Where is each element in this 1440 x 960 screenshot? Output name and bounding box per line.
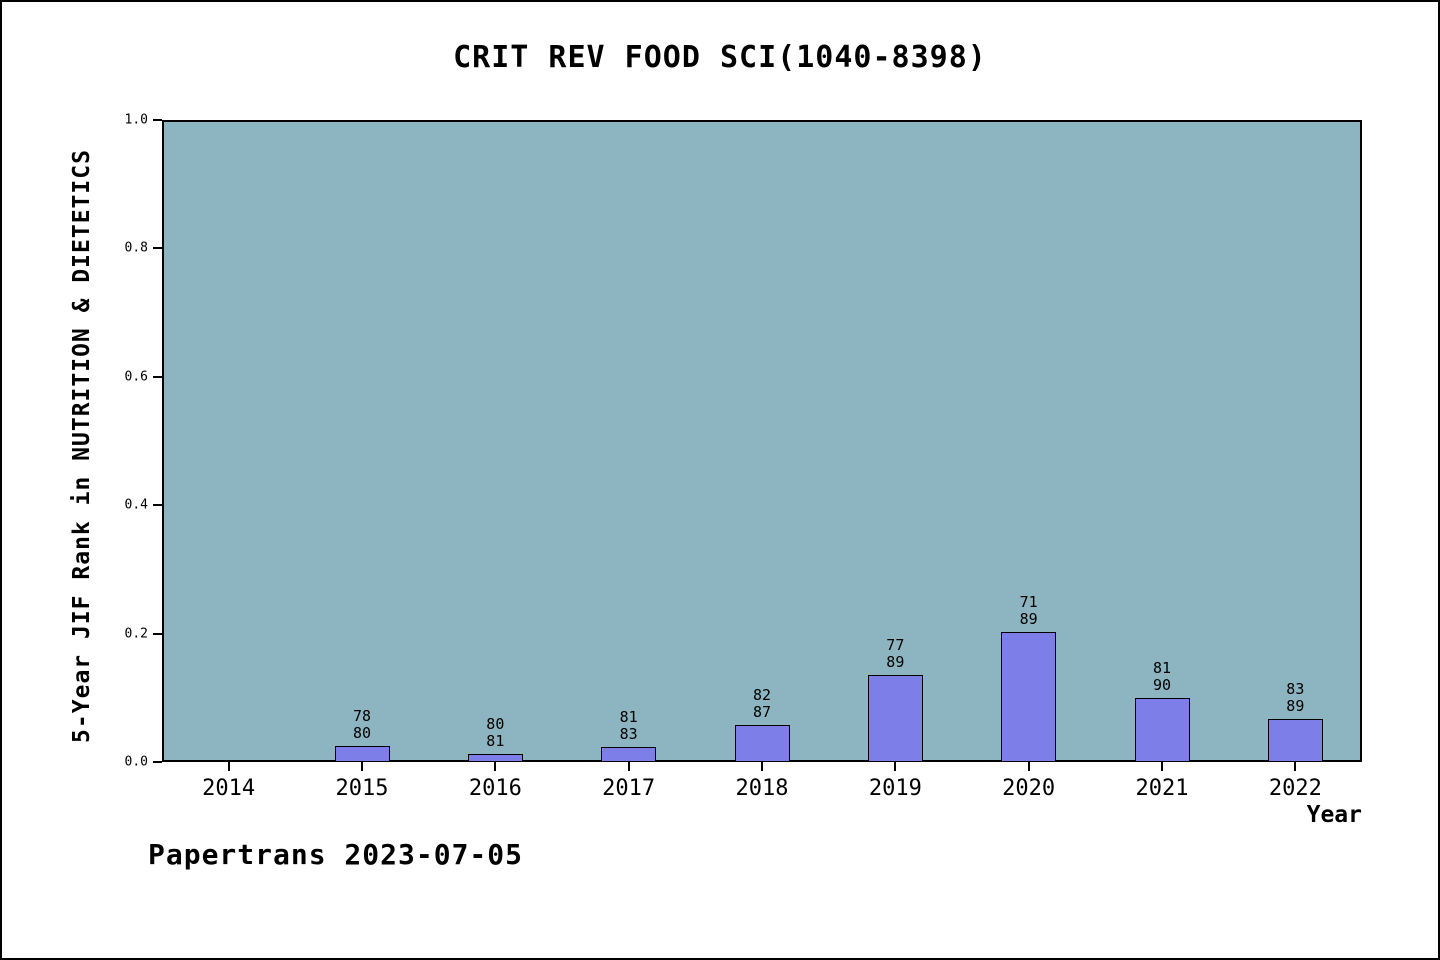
y-tick-mark: [153, 119, 162, 121]
x-tick-mark: [1161, 762, 1163, 771]
x-tick-mark: [1027, 762, 1030, 771]
y-tick-label: 0.8: [124, 240, 148, 256]
y-axis-label: 5-Year JIF Rank in NUTRITION & DIETETICS: [69, 149, 95, 743]
rank-label: 81: [619, 708, 638, 726]
bar-annotation-2019: 77 89: [886, 637, 904, 671]
total-label: 89: [886, 653, 905, 671]
y-tick-label: 0.0: [124, 754, 148, 770]
y-tick-mark: [153, 632, 162, 635]
y-tick-label: 0.4: [124, 497, 148, 513]
x-tick-mark: [1294, 762, 1297, 771]
bar-2021: [1134, 698, 1190, 762]
x-tick-mark: [361, 762, 363, 771]
y-tick-mark: [153, 247, 162, 250]
bar-2015: [334, 746, 390, 762]
y-tick-mark: [153, 504, 162, 507]
x-tick-mark: [494, 762, 497, 771]
bar-2022: [1267, 719, 1323, 762]
y-tick-label: 0.2: [124, 626, 148, 642]
bar-2016: [467, 754, 523, 762]
bar-2020: [1001, 632, 1057, 762]
x-axis-label: Year: [1306, 802, 1362, 828]
x-tick-mark: [227, 762, 230, 771]
bar-2017: [601, 747, 657, 762]
bar-annotation-2021: 81 90: [1153, 660, 1171, 694]
x-tick-label: 2020: [1002, 776, 1056, 801]
total-label: 83: [619, 725, 638, 743]
plot-area: [162, 120, 1362, 762]
y-tick-mark: [153, 375, 162, 378]
x-tick-label: 2017: [602, 776, 656, 801]
total-label: 81: [486, 732, 505, 750]
total-label: 89: [1019, 610, 1038, 628]
x-tick-label: 2018: [735, 776, 789, 801]
bar-annotation-2018: 82 87: [753, 687, 771, 721]
rank-label: 81: [1152, 659, 1172, 677]
x-tick-mark: [761, 762, 763, 771]
rank-label: 82: [752, 686, 772, 704]
bar-annotation-2020: 71 89: [1020, 594, 1038, 628]
total-label: 80: [352, 724, 372, 742]
y-tick-label: 1.0: [124, 112, 148, 128]
y-tick-label: 0.6: [124, 369, 148, 385]
rank-label: 77: [886, 636, 905, 654]
x-tick-mark: [627, 762, 630, 771]
total-label: 87: [752, 703, 772, 721]
bar-annotation-2015: 78 80: [353, 708, 371, 742]
x-tick-mark: [894, 762, 897, 771]
rank-label: 83: [1286, 680, 1305, 698]
x-tick-label: 2019: [868, 776, 922, 801]
bar-annotation-2016: 80 81: [486, 716, 504, 750]
y-tick-mark: [153, 761, 162, 763]
bar-annotation-2022: 83 89: [1286, 681, 1304, 715]
x-tick-label: 2022: [1268, 776, 1322, 801]
x-tick-label: 2015: [335, 776, 389, 801]
rank-label: 71: [1019, 593, 1038, 611]
bar-annotation-2017: 81 83: [620, 709, 638, 743]
rank-label: 78: [352, 707, 372, 725]
chart-title: CRIT REV FOOD SCI(1040-8398): [453, 40, 987, 75]
total-label: 89: [1286, 697, 1305, 715]
total-label: 90: [1152, 676, 1172, 694]
x-tick-label: 2014: [202, 776, 256, 801]
rank-label: 80: [486, 715, 505, 733]
bar-2019: [867, 675, 923, 762]
bar-2018: [734, 725, 790, 762]
x-tick-label: 2021: [1135, 776, 1189, 801]
x-tick-label: 2016: [468, 776, 522, 801]
watermark-text: Papertrans 2023-07-05: [148, 838, 524, 871]
